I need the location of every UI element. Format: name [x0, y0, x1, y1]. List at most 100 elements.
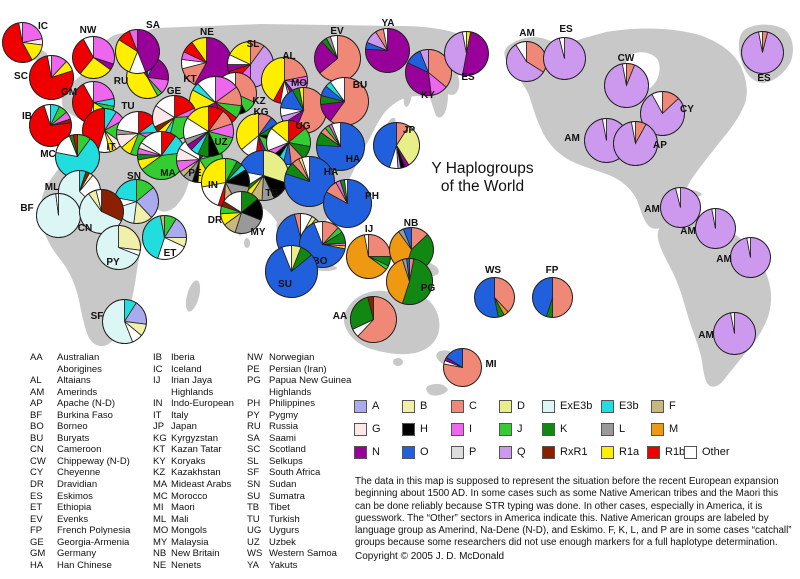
legend-label: I [469, 423, 473, 435]
pie-label-su: SU [278, 279, 292, 290]
abbreviation-code: JP [153, 421, 165, 433]
abbreviation-name: Borneo [57, 421, 88, 433]
abbreviation-entry: SF South Africa [247, 467, 351, 479]
legend-item-r1a: R1a [601, 445, 647, 459]
abbreviation-name: Mideast Arabs [171, 479, 232, 491]
abbreviation-entry: FP French Polynesia [30, 525, 130, 537]
abbreviation-entry: IT Italy [153, 410, 234, 422]
abbreviation-code: AM [30, 386, 45, 398]
legend-swatch-k [542, 422, 555, 436]
pie-outline [443, 30, 489, 76]
pie-label-ph: PH [365, 191, 379, 202]
abbreviation-code: KG [153, 432, 167, 444]
abbreviation-code: MO [153, 525, 169, 537]
legend-swatch-o [402, 445, 415, 459]
pie-ha-north [315, 121, 365, 171]
pie-ws [473, 276, 515, 318]
abbreviation-entry: AP Apache (N-D) [30, 398, 130, 410]
abbreviation-code: AL [30, 375, 42, 387]
abbreviation-entry: CY Cheyenne [30, 467, 130, 479]
abbreviation-entry: KZ Kazakhstan [153, 467, 234, 479]
pie-label-bf: BF [20, 203, 34, 214]
pie-label-am-mexico: AM [644, 204, 660, 215]
abbreviation-entry: CN Cameroon [30, 444, 130, 456]
pie-label-am-west: AM [564, 133, 580, 144]
pie-sf [101, 298, 147, 344]
pie-su [264, 244, 318, 298]
pie-bf [35, 192, 81, 238]
pie-outline [283, 155, 335, 207]
pie-outline [612, 120, 658, 166]
abbreviation-code: GE [30, 536, 44, 548]
abbreviation-code: BU [30, 432, 44, 444]
abbreviation-entry: PG Papua New Guinea [247, 375, 351, 387]
abbreviation-code: PE [247, 363, 260, 375]
pie-label-tb: TB [265, 188, 279, 199]
pie-label-uz: UZ [214, 137, 228, 148]
pie-ev [313, 34, 361, 82]
abbreviation-entry: IN Indo-European [153, 398, 234, 410]
legend-label: A [372, 400, 380, 412]
abbreviation-entry: GE Georgia-Armenia [30, 537, 130, 549]
legend-label: O [420, 446, 429, 458]
map-title-line2: of the World [440, 178, 525, 196]
pie-label-nb: NB [403, 218, 419, 229]
pie-es-siberia [443, 30, 489, 76]
abbreviation-name: Burkina Faso [57, 409, 113, 421]
abbreviation-entry: IB Iberia [153, 352, 234, 364]
legend-item-i: I [451, 422, 499, 436]
legend-label: P [469, 446, 477, 458]
pie-outline [404, 48, 452, 96]
abbreviation-name: Georgia-Armenia [57, 536, 130, 548]
abbreviation-entry: IJ Irian Jaya [153, 375, 234, 387]
pie-label-mi: MI [485, 359, 497, 370]
pie-outline [603, 62, 649, 108]
pie-label-am-guyana: AM [716, 254, 732, 265]
pie-label-cn: CN [77, 223, 93, 234]
abbreviation-name: Dravidian [57, 479, 98, 491]
abbreviation-name: Turkish [269, 513, 300, 525]
abbreviation-code: CN [30, 444, 44, 456]
abbreviation-name: Buryats [57, 432, 90, 444]
abbreviation-entry: NE Nenets [153, 560, 234, 572]
legend-item-n: N [354, 445, 402, 459]
pie-aa [349, 295, 397, 343]
abbreviation-code: AA [30, 352, 43, 363]
pie-cw [603, 62, 649, 108]
pie-ha-south [283, 155, 335, 207]
abbreviation-entry: MI Maori [153, 502, 234, 514]
abbreviation-entry: MY Malaysia [153, 537, 234, 549]
pie-ne [180, 36, 232, 88]
abbreviation-entry: UZ Uzbek [247, 537, 351, 549]
abbreviation-name: Highlands [269, 386, 312, 398]
legend-swatch-r1a [601, 445, 614, 459]
abbreviation-name: Evenks [57, 513, 89, 525]
legend-swatch-m [651, 422, 664, 436]
legend-item-p: P [451, 445, 499, 459]
abbreviation-entry: AM Amerinds [30, 387, 130, 399]
abbreviation-name: Western Samoa [269, 548, 337, 560]
abbreviation-code: HA [30, 559, 44, 571]
legend-label: F [669, 400, 676, 412]
pie-label-ru: RU [113, 76, 129, 87]
pie-slice-q [443, 30, 467, 76]
map-title: Y Haplogroups of the World [400, 160, 565, 197]
abbreviation-entry: SL Selkups [247, 456, 351, 468]
legend-label: K [560, 423, 568, 435]
pie-label-ha-north: HA [345, 154, 361, 165]
abbreviation-name: Cheyenne [57, 467, 101, 479]
abbreviation-name: Tibet [269, 502, 290, 514]
abbreviation-name: Japan [171, 421, 197, 433]
pie-jp [372, 121, 420, 169]
legend-item-k: K [542, 422, 601, 436]
abbreviation-entry-wrap: Highlands [153, 387, 234, 399]
abbreviation-name: Mongols [171, 525, 207, 537]
abbreviation-entry: NW Norwegian [247, 352, 351, 364]
abbreviation-entry: TB Tibet [247, 502, 351, 514]
pie-label-am-alaska: AM [519, 28, 535, 39]
abbreviation-name: Selkups [269, 455, 303, 467]
legend-item-r1b: R1b [647, 445, 685, 459]
legend-label: E3b [619, 400, 639, 412]
abbreviation-name: Chippeway (N-D) [57, 455, 130, 467]
abbreviation-code: WS [247, 548, 263, 560]
